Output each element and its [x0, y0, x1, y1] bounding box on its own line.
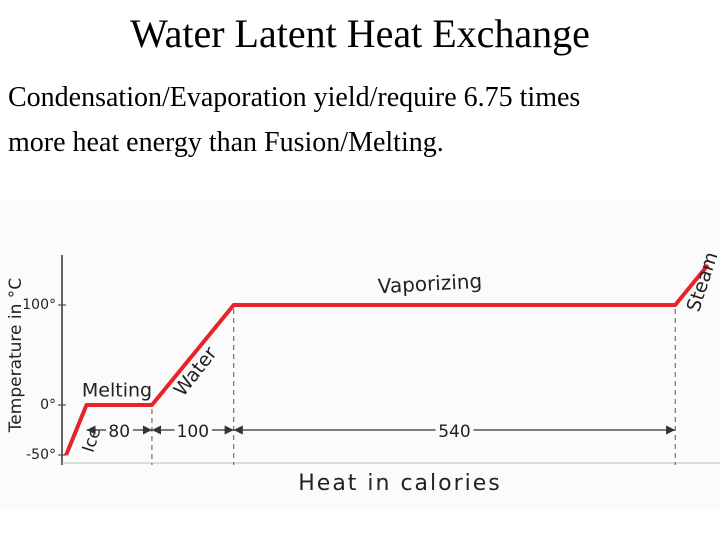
y-tick-label: -50°	[26, 447, 56, 463]
heat-span-label: 100	[177, 422, 209, 442]
y-axis-title: Temperature in °C	[6, 278, 26, 433]
phase-label: Vaporizing	[377, 269, 483, 298]
slide-title: Water Latent Heat Exchange	[130, 11, 590, 56]
phase-label: Melting	[82, 380, 152, 402]
y-tick-label: 0°	[40, 397, 56, 413]
x-axis-title: Heat in calories	[298, 471, 502, 496]
subtitle-line: more heat energy than Fusion/Melting.	[8, 127, 444, 158]
heating-curve	[64, 263, 710, 456]
heat-span-label: 540	[438, 422, 470, 442]
subtitle-line: Condensation/Evaporation yield/require 6…	[8, 82, 581, 113]
chart-background	[0, 200, 720, 510]
y-tick-label: 100°	[22, 297, 56, 313]
heat-span-label: 80	[108, 422, 130, 442]
